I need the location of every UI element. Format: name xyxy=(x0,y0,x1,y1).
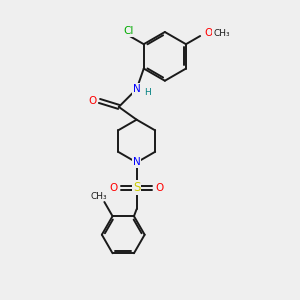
Text: O: O xyxy=(204,28,213,38)
Text: CH₃: CH₃ xyxy=(91,192,107,201)
Text: Cl: Cl xyxy=(123,26,134,36)
Text: O: O xyxy=(89,96,97,106)
Text: S: S xyxy=(133,181,140,194)
Text: H: H xyxy=(145,88,151,97)
Text: CH₃: CH₃ xyxy=(213,28,230,38)
Text: O: O xyxy=(155,183,164,193)
Text: N: N xyxy=(133,158,140,167)
Text: O: O xyxy=(110,183,118,193)
Text: N: N xyxy=(133,84,140,94)
